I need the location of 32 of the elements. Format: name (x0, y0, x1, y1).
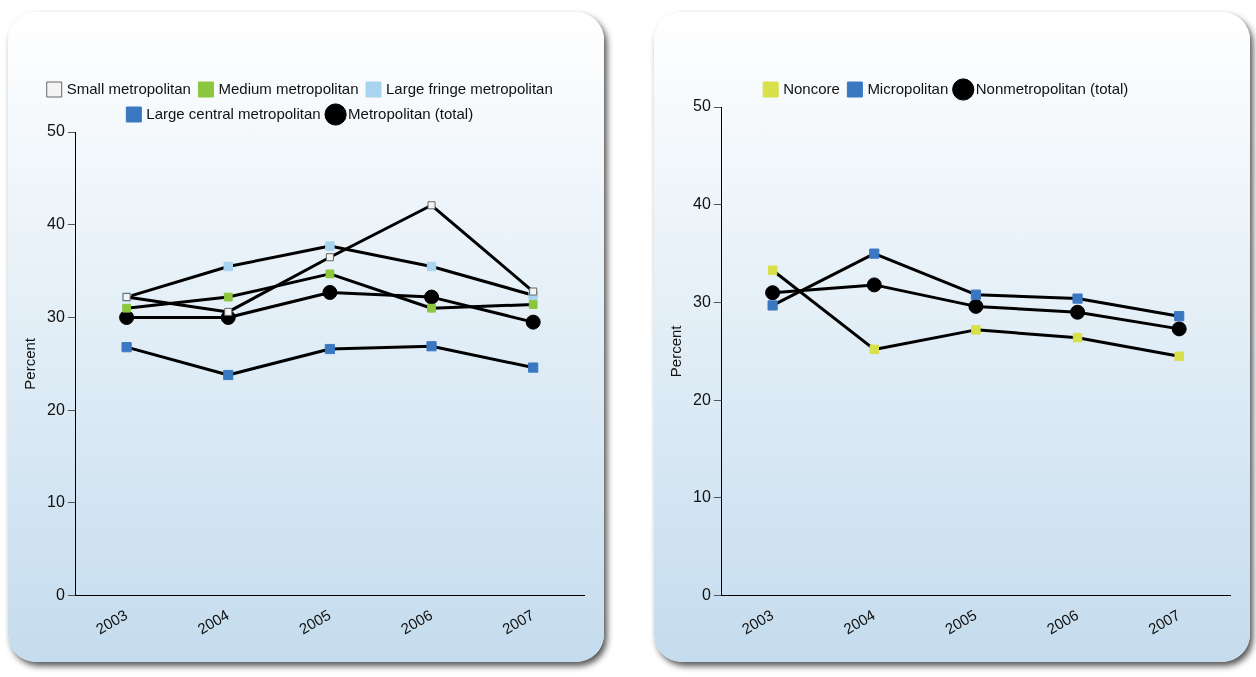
y-tick-label: 10 (693, 488, 711, 506)
y-tick-label: 40 (47, 215, 65, 233)
y-tick-label: 30 (47, 307, 65, 325)
legend-label: Metropolitan (total) (348, 104, 474, 122)
y-tick-label: 20 (47, 400, 65, 418)
x-tick-label: 2005 (942, 605, 980, 638)
x-tick-label: 2004 (194, 605, 232, 638)
x-tick-label: 2004 (840, 605, 878, 638)
y-tick-label: 50 (693, 97, 711, 115)
x-tick-label: 2005 (296, 605, 334, 638)
legend-label: Small metropolitan (66, 79, 191, 97)
legend-label: Micropolitan (867, 79, 949, 97)
x-tick-label: 2007 (499, 605, 537, 638)
x-tick-label: 2003 (92, 605, 131, 638)
y-tick-label: 30 (693, 292, 711, 310)
legend-label: Nonmetropolitan (total) (975, 79, 1129, 97)
legend-label: Large fringe metropolitan (386, 79, 553, 97)
y-tick-label: 20 (693, 390, 711, 408)
x-tick-label: 2003 (738, 605, 777, 638)
y-tick-label: 0 (55, 586, 65, 604)
y-tick-label: 0 (701, 586, 711, 604)
x-tick-label: 2006 (1043, 605, 1082, 638)
legend-label: Medium metropolitan (218, 79, 359, 97)
y-axis-title: Percent (21, 337, 39, 390)
y-tick-label: 10 (47, 493, 65, 511)
y-tick-label: 40 (693, 195, 711, 213)
y-axis-title: Percent (667, 324, 685, 378)
legend-label: Large central metropolitan (146, 104, 321, 122)
legend-label: Noncore (783, 79, 840, 97)
x-tick-label: 2007 (1145, 605, 1183, 638)
y-tick-label: 50 (47, 122, 65, 140)
x-tick-label: 2006 (397, 605, 436, 638)
